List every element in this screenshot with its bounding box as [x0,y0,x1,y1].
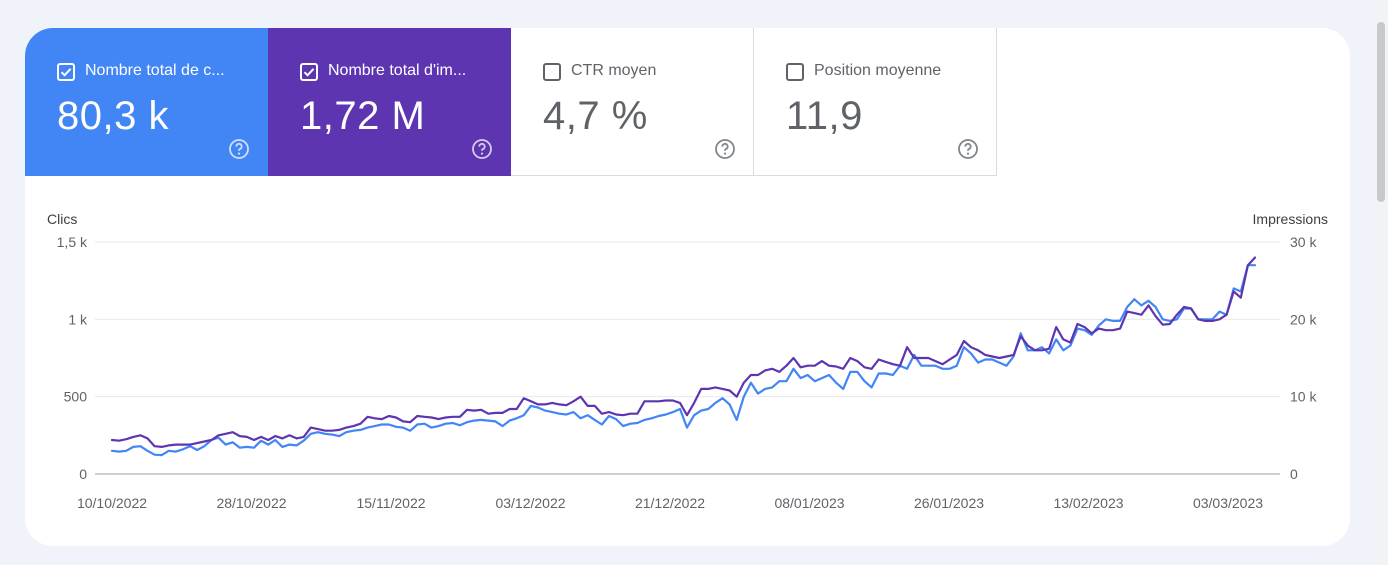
left-tick-label: 0 [79,466,87,482]
axis-ticks: 0 0 500 10 k 1 k 20 k 1,5 k 30 k 10/10/2022 28/10… [57,234,1318,511]
scrollbar-thumb[interactable] [1377,22,1385,202]
metric-tile-clicks[interactable]: Nombre total de c... 80,3 k [25,28,268,176]
performance-card: Nombre total de c... 80,3 k Nombre total… [25,28,1350,546]
gridlines [95,241,1280,475]
x-tick-label: 03/03/2023 [1193,495,1263,511]
metric-title: Position moyenne [814,62,942,79]
x-tick-label: 21/12/2022 [635,495,705,511]
right-tick-label: 30 k [1290,234,1317,250]
x-tick-label: 03/12/2022 [495,495,565,511]
metric-title: Nombre total de c... [85,62,225,79]
left-tick-label: 1 k [68,311,88,327]
page-scrollbar[interactable] [1374,0,1388,565]
metric-value: 1,72 M [300,94,426,138]
metric-title: Nombre total d'im... [328,62,467,79]
metric-tile-impressions[interactable]: Nombre total d'im... 1,72 M [268,28,511,176]
metric-tiles: Nombre total de c... 80,3 k Nombre total… [25,28,997,176]
checkbox-checked-icon[interactable] [300,63,318,81]
metric-tile-position[interactable]: Position moyenne 11,9 [754,28,997,176]
left-tick-label: 500 [64,389,88,405]
help-icon[interactable] [714,138,736,160]
right-axis-title: Impressions [1253,211,1328,227]
help-icon[interactable] [471,138,493,160]
metric-title: CTR moyen [571,62,657,79]
right-tick-label: 10 k [1290,389,1317,405]
series-lines [110,256,1257,457]
metric-value: 80,3 k [57,94,169,138]
checkbox-unchecked-icon[interactable] [543,63,561,81]
checkbox-checked-icon[interactable] [57,63,75,81]
right-tick-label: 20 k [1290,311,1317,327]
performance-chart[interactable]: Clics Impressions 0 0 500 10 k 1 k 20 k 1,5 k 3… [25,176,1350,546]
x-tick-label: 08/01/2023 [774,495,844,511]
checkbox-unchecked-icon[interactable] [786,63,804,81]
x-tick-label: 15/11/2022 [356,495,425,511]
metric-value: 11,9 [786,94,863,138]
x-tick-label: 26/01/2023 [914,495,984,511]
metric-tile-ctr[interactable]: CTR moyen 4,7 % [511,28,754,176]
x-tick-label: 28/10/2022 [216,495,286,511]
series-line-impressions [110,256,1257,448]
x-tick-label: 13/02/2023 [1053,495,1123,511]
help-icon[interactable] [228,138,250,160]
left-tick-label: 1,5 k [57,234,88,250]
right-tick-label: 0 [1290,466,1298,482]
x-tick-label: 10/10/2022 [77,495,147,511]
left-axis-title: Clics [47,211,77,227]
series-line-clics [110,264,1257,457]
metric-value: 4,7 % [543,94,648,138]
help-icon[interactable] [957,138,979,160]
